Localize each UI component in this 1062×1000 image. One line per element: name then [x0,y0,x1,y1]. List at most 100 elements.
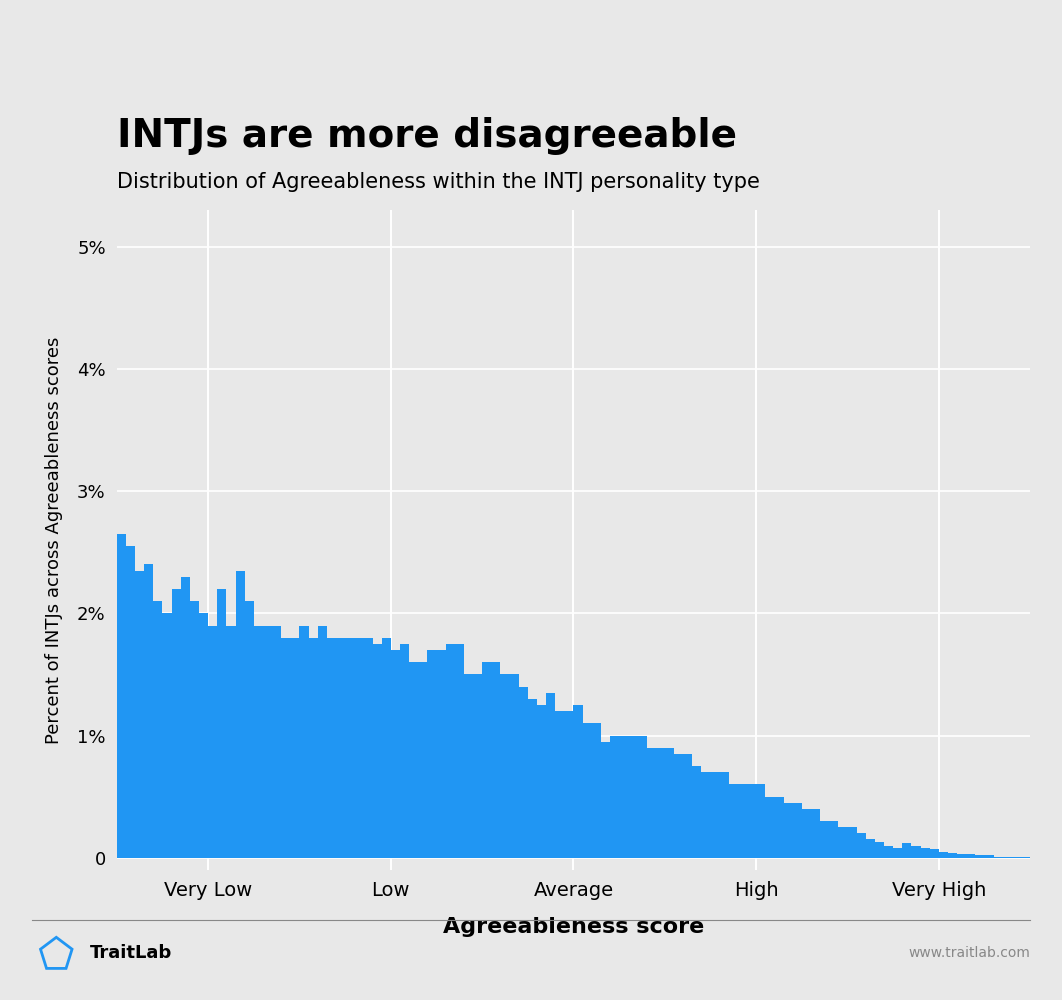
Bar [701,772,710,858]
Bar [272,626,281,858]
Bar [948,853,957,858]
Bar [400,644,409,858]
Bar [601,742,610,858]
Bar [355,638,363,858]
Bar [172,589,181,858]
Bar [226,626,236,858]
Bar [774,797,784,858]
Bar [911,846,921,858]
Bar [665,748,674,858]
Bar [500,674,510,858]
Text: www.traitlab.com: www.traitlab.com [908,946,1030,960]
Bar [144,564,153,858]
Bar [254,626,263,858]
Bar [190,601,199,858]
Bar [619,736,629,858]
Bar [637,736,647,858]
Bar [436,650,446,858]
Bar [327,638,336,858]
Bar [729,784,738,858]
Bar [893,848,903,858]
Bar [564,711,573,858]
Bar [802,809,811,858]
Bar [363,638,373,858]
Bar [939,852,948,858]
Bar [838,827,847,858]
Bar [199,613,208,858]
Bar [583,723,592,858]
Bar [857,833,866,858]
Bar [847,827,857,858]
Bar [318,626,327,858]
Bar [391,650,400,858]
Bar [966,854,975,858]
Bar [820,821,829,858]
Bar [610,736,619,858]
Bar [555,711,564,858]
Bar [884,846,893,858]
Bar [281,638,290,858]
Bar [482,662,492,858]
Bar [409,662,418,858]
Bar [381,638,391,858]
Bar [244,601,254,858]
Bar [975,855,984,858]
Bar [784,803,792,858]
Bar [929,849,939,858]
Text: INTJs are more disagreeable: INTJs are more disagreeable [117,117,737,155]
Bar [756,784,766,858]
Bar [336,638,345,858]
Bar [528,699,537,858]
Bar [829,821,838,858]
Bar [510,674,518,858]
Bar [811,809,820,858]
Bar [117,534,126,858]
Bar [290,638,299,858]
Bar [655,748,665,858]
Bar [135,571,144,858]
Bar [766,797,774,858]
Bar [1003,857,1012,858]
Bar [984,855,994,858]
Bar [236,571,244,858]
Bar [647,748,655,858]
Bar [299,626,309,858]
Bar [957,854,966,858]
Bar [866,839,875,858]
Bar [720,772,729,858]
Bar [710,772,720,858]
Bar [747,784,756,858]
Bar [153,601,162,858]
Bar [537,705,546,858]
Bar [683,754,692,858]
Bar [162,613,172,858]
Bar [473,674,482,858]
Bar [994,857,1003,858]
Bar [546,693,555,858]
Bar [629,736,637,858]
Bar [738,784,747,858]
Bar [875,842,884,858]
Bar [518,687,528,858]
Bar [218,589,226,858]
Text: Distribution of Agreeableness within the INTJ personality type: Distribution of Agreeableness within the… [117,172,759,192]
Bar [208,626,218,858]
Bar [418,662,427,858]
Bar [903,843,911,858]
Bar [455,644,464,858]
Bar [492,662,500,858]
X-axis label: Agreeableness score: Agreeableness score [443,917,704,937]
Bar [181,577,190,858]
Y-axis label: Percent of INTJs across Agreeableness scores: Percent of INTJs across Agreeableness sc… [46,336,64,744]
Bar [592,723,601,858]
Bar [446,644,455,858]
Text: TraitLab: TraitLab [90,944,172,962]
Bar [263,626,272,858]
Bar [573,705,583,858]
Bar [373,644,381,858]
Bar [792,803,802,858]
Bar [126,546,135,858]
Bar [674,754,683,858]
Bar [921,848,929,858]
Bar [464,674,473,858]
